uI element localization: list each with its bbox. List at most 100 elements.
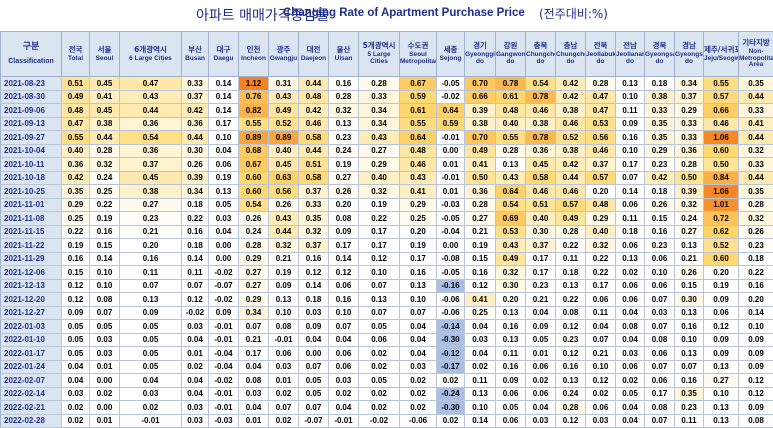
- value-cell[interactable]: 0.28: [329, 90, 359, 104]
- value-cell[interactable]: 0.06: [526, 387, 556, 401]
- value-cell[interactable]: 0.12: [704, 320, 739, 334]
- value-cell[interactable]: 0.01: [437, 185, 465, 199]
- value-cell[interactable]: 0.04: [586, 320, 616, 334]
- value-cell[interactable]: 0.48: [496, 104, 526, 118]
- value-cell[interactable]: 0.42: [556, 90, 586, 104]
- value-cell[interactable]: 0.21: [465, 225, 496, 239]
- value-cell[interactable]: 0.13: [556, 374, 586, 388]
- value-cell[interactable]: 0.05: [120, 360, 182, 374]
- value-cell[interactable]: 0.17: [239, 347, 269, 361]
- value-cell[interactable]: 0.02: [437, 414, 465, 428]
- value-cell[interactable]: 0.07: [645, 320, 675, 334]
- value-cell[interactable]: 0.22: [182, 212, 209, 226]
- value-cell[interactable]: 0.03: [616, 347, 645, 361]
- value-cell[interactable]: 0.22: [556, 239, 586, 253]
- value-cell[interactable]: 0.14: [616, 185, 645, 199]
- value-cell[interactable]: 0.16: [465, 266, 496, 280]
- value-cell[interactable]: 0.44: [182, 131, 209, 145]
- value-cell[interactable]: 0.16: [299, 252, 329, 266]
- value-cell[interactable]: 0.09: [329, 225, 359, 239]
- value-cell[interactable]: 0.55: [239, 117, 269, 131]
- value-cell[interactable]: 0.08: [645, 333, 675, 347]
- value-cell[interactable]: 0.17: [209, 117, 239, 131]
- value-cell[interactable]: 0.55: [62, 131, 90, 145]
- value-cell[interactable]: 0.20: [739, 293, 773, 307]
- value-cell[interactable]: 0.24: [556, 387, 586, 401]
- value-cell[interactable]: 0.61: [496, 90, 526, 104]
- value-cell[interactable]: 0.05: [62, 333, 90, 347]
- value-cell[interactable]: 0.17: [359, 239, 400, 253]
- value-cell[interactable]: 0.49: [496, 252, 526, 266]
- value-cell[interactable]: 0.23: [739, 239, 773, 253]
- value-cell[interactable]: 0.05: [62, 347, 90, 361]
- value-cell[interactable]: 0.35: [675, 387, 704, 401]
- value-cell[interactable]: 0.27: [675, 225, 704, 239]
- value-cell[interactable]: 0.42: [62, 171, 90, 185]
- value-cell[interactable]: -0.04: [209, 347, 239, 361]
- value-cell[interactable]: 0.03: [329, 374, 359, 388]
- value-cell[interactable]: 0.12: [556, 320, 586, 334]
- value-cell[interactable]: -0.30: [437, 401, 465, 415]
- value-cell[interactable]: 0.41: [400, 185, 437, 199]
- value-cell[interactable]: 0.12: [62, 279, 90, 293]
- value-cell[interactable]: 0.20: [120, 239, 182, 253]
- value-cell[interactable]: 0.13: [675, 306, 704, 320]
- value-cell[interactable]: 0.00: [90, 374, 120, 388]
- value-cell[interactable]: 0.13: [465, 387, 496, 401]
- value-cell[interactable]: 0.32: [739, 144, 773, 158]
- row-date-cell[interactable]: 2021-10-25: [1, 185, 62, 199]
- value-cell[interactable]: 0.58: [299, 171, 329, 185]
- value-cell[interactable]: 0.07: [182, 279, 209, 293]
- value-cell[interactable]: 0.43: [496, 239, 526, 253]
- value-cell[interactable]: -0.05: [437, 77, 465, 91]
- value-cell[interactable]: 0.27: [704, 374, 739, 388]
- value-cell[interactable]: 0.02: [359, 387, 400, 401]
- value-cell[interactable]: 0.42: [645, 171, 675, 185]
- row-date-cell[interactable]: 2021-12-13: [1, 279, 62, 293]
- value-cell[interactable]: 0.45: [526, 158, 556, 172]
- value-cell[interactable]: 0.32: [739, 212, 773, 226]
- value-cell[interactable]: -0.01: [209, 333, 239, 347]
- value-cell[interactable]: 0.27: [359, 144, 400, 158]
- row-date-cell[interactable]: 2021-09-13: [1, 117, 62, 131]
- value-cell[interactable]: 0.06: [616, 279, 645, 293]
- value-cell[interactable]: 0.09: [496, 374, 526, 388]
- value-cell[interactable]: -0.02: [182, 306, 209, 320]
- value-cell[interactable]: 0.03: [586, 414, 616, 428]
- value-cell[interactable]: 0.22: [359, 212, 400, 226]
- value-cell[interactable]: 0.57: [704, 90, 739, 104]
- value-cell[interactable]: 1.12: [239, 77, 269, 91]
- value-cell[interactable]: 0.03: [299, 306, 329, 320]
- value-cell[interactable]: 0.04: [329, 401, 359, 415]
- value-cell[interactable]: 0.28: [359, 77, 400, 91]
- value-cell[interactable]: 0.48: [400, 144, 437, 158]
- value-cell[interactable]: 0.16: [496, 320, 526, 334]
- value-cell[interactable]: 0.12: [329, 266, 359, 280]
- value-cell[interactable]: 0.49: [465, 144, 496, 158]
- value-cell[interactable]: 0.03: [400, 360, 437, 374]
- value-cell[interactable]: 0.46: [526, 185, 556, 199]
- value-cell[interactable]: 0.12: [739, 387, 773, 401]
- value-cell[interactable]: 0.03: [182, 320, 209, 334]
- value-cell[interactable]: 0.36: [526, 144, 556, 158]
- value-cell[interactable]: 0.59: [437, 117, 465, 131]
- value-cell[interactable]: 0.09: [704, 347, 739, 361]
- value-cell[interactable]: 0.32: [586, 239, 616, 253]
- column-header[interactable]: 경남Gyeongsangnam-do: [675, 32, 704, 77]
- value-cell[interactable]: 0.07: [400, 306, 437, 320]
- value-cell[interactable]: 0.18: [182, 239, 209, 253]
- value-cell[interactable]: 0.45: [269, 158, 299, 172]
- value-cell[interactable]: 0.43: [269, 90, 299, 104]
- value-cell[interactable]: 0.07: [645, 293, 675, 307]
- value-cell[interactable]: 0.46: [556, 117, 586, 131]
- value-cell[interactable]: 0.12: [556, 347, 586, 361]
- value-cell[interactable]: 0.46: [400, 158, 437, 172]
- value-cell[interactable]: 0.35: [645, 117, 675, 131]
- value-cell[interactable]: 0.28: [675, 158, 704, 172]
- value-cell[interactable]: 0.10: [209, 131, 239, 145]
- value-cell[interactable]: 0.53: [586, 117, 616, 131]
- value-cell[interactable]: 0.03: [62, 387, 90, 401]
